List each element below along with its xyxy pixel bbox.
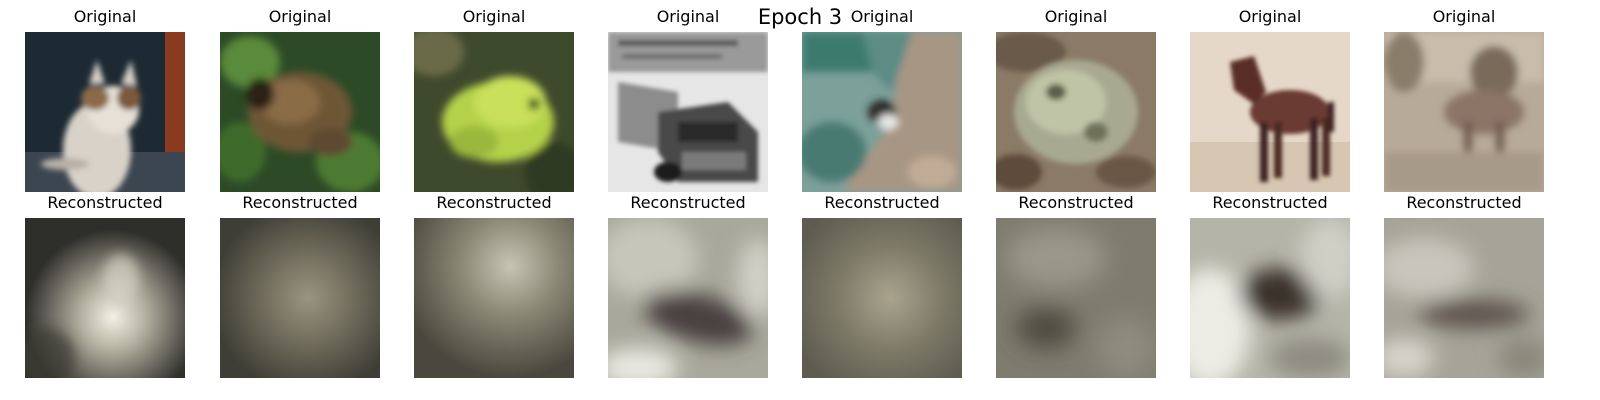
original-title: Original [1238,7,1302,26]
original-panel-8: Original [1384,6,1544,192]
original-image-frog [996,32,1156,192]
original-panel-7: Original [1190,6,1350,192]
reconstructed-title: Reconstructed [1018,193,1134,212]
reconstructed-image [1384,218,1544,378]
original-image-frog [414,32,574,192]
original-panel-2: Original [220,6,380,192]
original-panel-1: Original [25,6,185,192]
original-title: Original [850,7,914,26]
original-image-horse [1190,32,1350,192]
original-image-frog [220,32,380,192]
original-image-bird [802,32,962,192]
reconstructed-image [1190,218,1350,378]
original-title: Original [462,7,526,26]
reconstructed-title: Reconstructed [436,193,552,212]
reconstructed-image [25,218,185,378]
reconstructed-title: Reconstructed [630,193,746,212]
original-image-deer [1384,32,1544,192]
reconstructed-title: Reconstructed [824,193,940,212]
reconstructed-panel-5: Reconstructed [802,192,962,378]
reconstructed-panel-1: Reconstructed [25,192,185,378]
reconstructed-title: Reconstructed [242,193,358,212]
original-panel-3: Original [414,6,574,192]
original-title: Original [656,7,720,26]
figure-title: Epoch 3 [757,5,843,29]
original-title: Original [1432,7,1496,26]
reconstructed-panel-8: Reconstructed [1384,192,1544,378]
original-panel-4: Original [608,6,768,192]
reconstructed-panel-2: Reconstructed [220,192,380,378]
original-image-cat [25,32,185,192]
reconstructed-panel-3: Reconstructed [414,192,574,378]
original-panel-5: Original [802,6,962,192]
reconstructed-panel-6: Reconstructed [996,192,1156,378]
reconstructed-panel-7: Reconstructed [1190,192,1350,378]
original-title: Original [1044,7,1108,26]
reconstructed-image [414,218,574,378]
reconstructed-title: Reconstructed [47,193,163,212]
reconstructed-title: Reconstructed [1212,193,1328,212]
reconstructed-image [996,218,1156,378]
reconstructed-panel-4: Reconstructed [608,192,768,378]
reconstructed-image [802,218,962,378]
reconstructed-title: Reconstructed [1406,193,1522,212]
original-title: Original [73,7,137,26]
original-title: Original [268,7,332,26]
reconstructed-image [220,218,380,378]
reconstructed-image [608,218,768,378]
original-panel-6: Original [996,6,1156,192]
original-image-truck [608,32,768,192]
